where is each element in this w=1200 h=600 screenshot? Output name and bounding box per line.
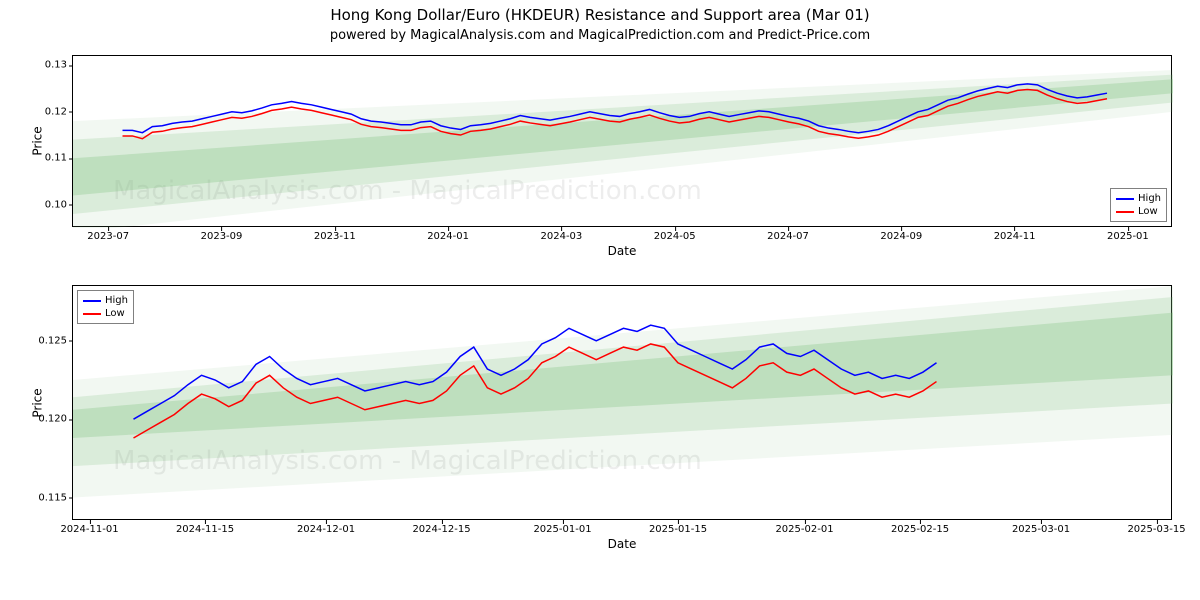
legend-label-low: Low [1138,205,1158,218]
x-tick: 2024-03 [540,231,582,242]
top-panel: MagicalAnalysis.com - MagicalPrediction.… [72,55,1172,227]
bot-plot-svg [73,286,1173,521]
legend-swatch-high [83,300,101,302]
y-tick: 0.12 [29,106,67,117]
x-tick: 2025-02-01 [775,524,833,535]
legend-label-high: High [105,294,128,307]
x-tick: 2024-05 [654,231,696,242]
x-tick: 2024-09 [880,231,922,242]
legend-label-high: High [1138,192,1161,205]
x-tick: 2024-01 [427,231,469,242]
x-tick: 2024-12-01 [297,524,355,535]
bottom-panel: MagicalAnalysis.com - MagicalPrediction.… [72,285,1172,520]
x-tick: 2025-01-15 [649,524,707,535]
x-tick: 2024-11-15 [176,524,234,535]
chart-figure: Hong Kong Dollar/Euro (HKDEUR) Resistanc… [0,0,1200,600]
legend-swatch-low [1116,211,1134,213]
top-plot-svg [73,56,1173,228]
x-tick: 2025-01-01 [533,524,591,535]
chart-title: Hong Kong Dollar/Euro (HKDEUR) Resistanc… [0,6,1200,24]
x-tick: 2023-09 [201,231,243,242]
y-tick: 0.13 [29,60,67,71]
y-tick: 0.120 [29,414,67,425]
x-tick: 2024-12-15 [412,524,470,535]
legend-label-low: Low [105,307,125,320]
x-tick: 2024-07 [767,231,809,242]
x-tick: 2023-11 [314,231,356,242]
x-tick: 2023-07 [87,231,129,242]
chart-subtitle: powered by MagicalAnalysis.com and Magic… [0,28,1200,43]
legend-swatch-high [1116,198,1134,200]
x-tick: 2025-03-15 [1127,524,1185,535]
x-tick: 2024-11 [994,231,1036,242]
x-axis-label: Date [608,244,637,258]
y-tick: 0.11 [29,153,67,164]
y-tick: 0.10 [29,199,67,210]
x-tick: 2024-11-01 [60,524,118,535]
legend: High Low [77,290,134,324]
x-tick: 2025-03-01 [1012,524,1070,535]
x-tick: 2025-02-15 [891,524,949,535]
legend-swatch-low [83,313,101,315]
y-tick: 0.125 [29,335,67,346]
x-tick: 2025-01 [1107,231,1149,242]
legend: High Low [1110,188,1167,222]
y-tick: 0.115 [29,492,67,503]
x-axis-label: Date [608,537,637,551]
y-axis-label: Price [31,126,45,155]
